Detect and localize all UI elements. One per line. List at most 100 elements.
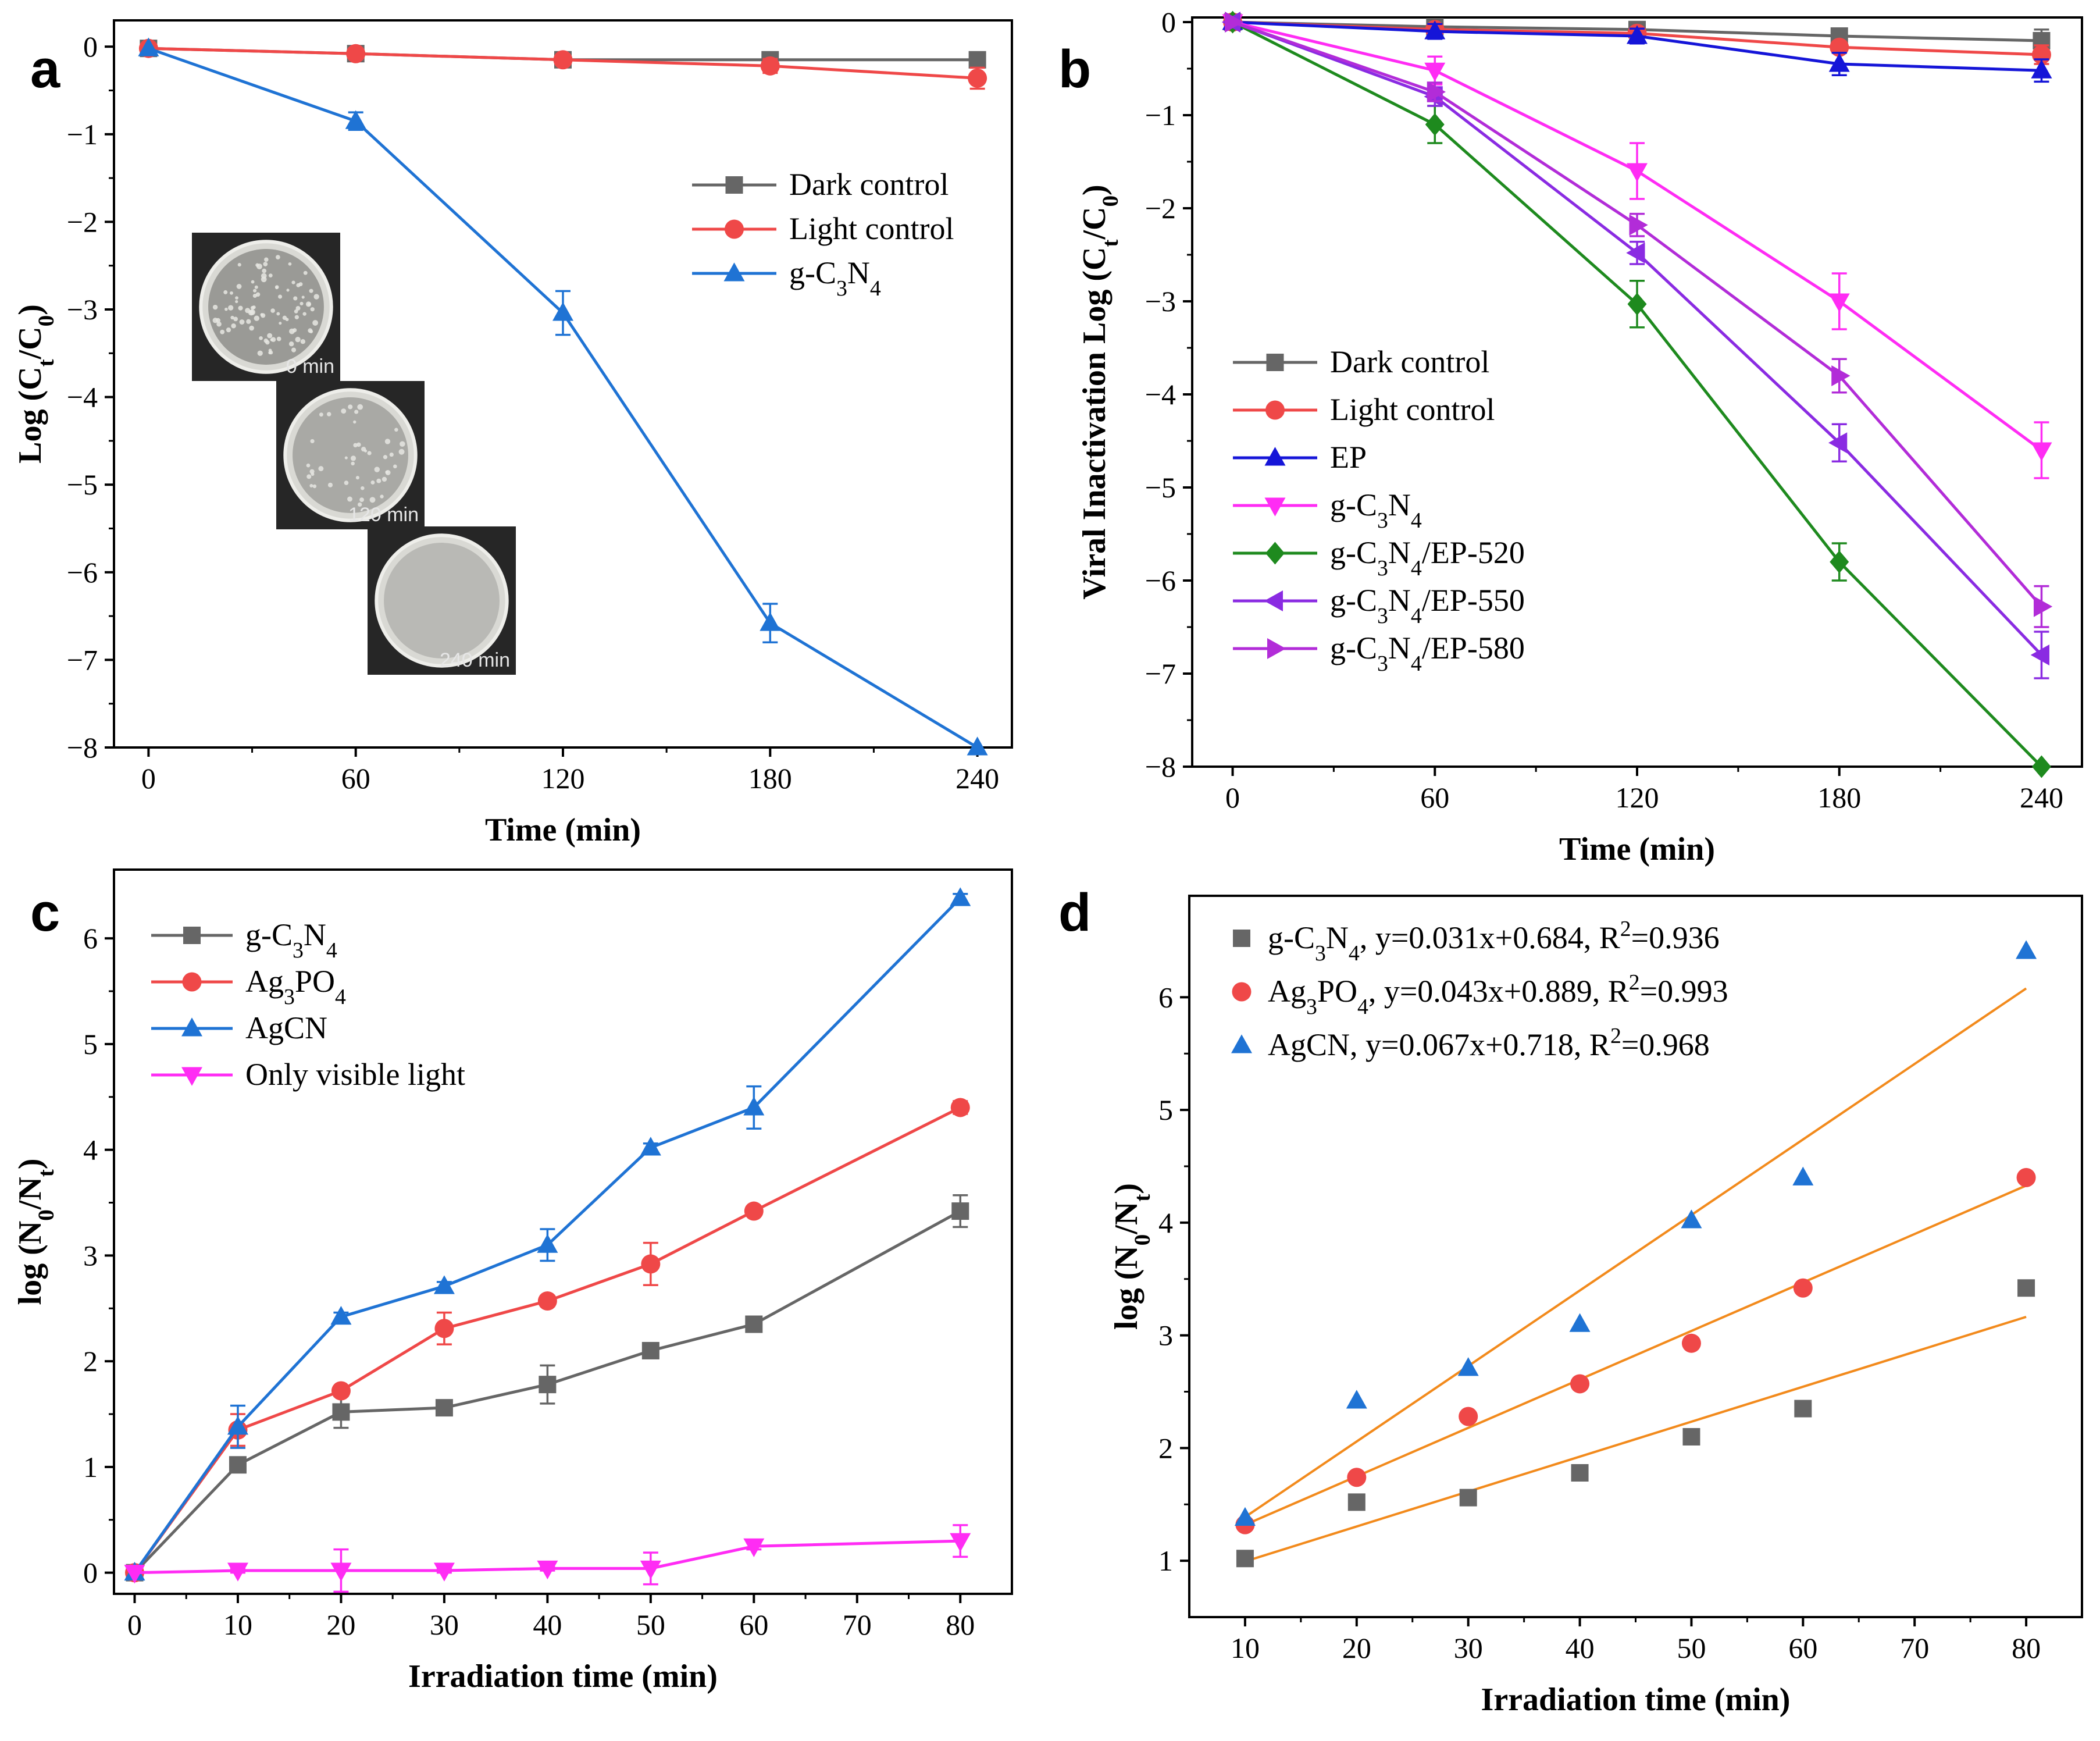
series-Light control <box>138 38 987 90</box>
data-point <box>1569 1313 1591 1332</box>
x-tick-label: 50 <box>636 1608 665 1641</box>
data-point <box>330 1306 352 1325</box>
legend-label: Dark control <box>1330 344 1489 379</box>
legend-marker <box>1267 638 1286 659</box>
plaque-spot <box>236 284 242 289</box>
y-axis-title-part: /N <box>1108 1202 1145 1235</box>
plaque-spot <box>359 497 364 503</box>
plaque-spot <box>309 289 313 293</box>
data-point <box>332 1403 350 1421</box>
plaque-spot <box>249 325 254 331</box>
plaque-spot <box>380 494 384 499</box>
y-axis-title: Viral Inactivation Log (Ct/C0) <box>1076 184 1123 599</box>
legend-label-part: N <box>304 917 326 952</box>
data-point <box>331 1381 351 1401</box>
legend-label-part: 3 <box>1306 995 1317 1019</box>
plot-frame <box>113 19 1013 749</box>
data-point <box>1682 1428 1700 1446</box>
plaque-spot <box>351 461 355 466</box>
y-tick-label: −1 <box>1145 99 1176 131</box>
legend-label-part: 3 <box>1315 941 1326 966</box>
y-axis-title-part: t <box>34 359 59 366</box>
plaque-spot <box>230 291 233 295</box>
data-point <box>345 110 366 129</box>
plaque-spot <box>276 336 281 341</box>
plaque-spot <box>249 309 255 315</box>
plaque-spot <box>369 497 376 503</box>
legend-label-part: AgCN, y=0.067x+0.718, R <box>1268 1027 1610 1062</box>
plaque-spot <box>400 441 405 447</box>
legend-d: g-C3N4, y=0.031x+0.684, R2=0.936Ag3PO4, … <box>1231 917 1728 1062</box>
legend-label-part: g-C <box>1268 920 1315 955</box>
y-axis-title-part: /C <box>12 326 48 359</box>
plaque-spot <box>253 289 257 293</box>
legend-label-part: 4 <box>1411 508 1422 533</box>
plaque-spot <box>302 312 306 316</box>
plot-frame <box>113 868 1013 1595</box>
data-point <box>2031 59 2052 79</box>
data-point <box>1234 1507 1256 1526</box>
data-point <box>2031 755 2051 778</box>
plaque-spot <box>268 273 273 277</box>
plaque-spot <box>254 315 260 321</box>
series-g-C3N4 <box>138 37 988 756</box>
plaque-spot <box>398 448 405 455</box>
legend-label-part: =0.993 <box>1640 974 1728 1009</box>
plaque-spot <box>278 294 283 299</box>
inset-photo-1: 120 min <box>276 381 425 529</box>
y-axis-title-part: ) <box>12 1159 48 1170</box>
plaque-spot <box>374 467 380 472</box>
plaque-spot <box>274 285 279 289</box>
series-AgCN <box>1234 940 2037 1526</box>
x-tick-label: 180 <box>748 762 792 795</box>
plaque-spot <box>245 308 251 314</box>
legend-label: g-C3N4/EP-520 <box>1330 535 1525 581</box>
legend-label-part: 3 <box>1377 508 1388 533</box>
y-axis-title-part: /C <box>1076 207 1113 240</box>
data-point <box>227 1416 248 1435</box>
plaque-spot <box>327 482 333 487</box>
data-point <box>2017 1279 2035 1297</box>
data-point <box>2030 645 2049 665</box>
series-g-C3N4 <box>126 1194 969 1582</box>
y-axis-title-part: Log (C <box>12 366 48 463</box>
plaque-spot <box>294 309 298 314</box>
y-axis-title-part: ) <box>1076 184 1113 195</box>
legend-marker <box>1264 447 1286 466</box>
plaque-spot <box>355 476 359 480</box>
data-point <box>745 1315 763 1333</box>
y-axis-title: log (N0/Nt) <box>12 1159 59 1305</box>
y-axis-title-group: log (N0/Nt) <box>1108 1183 1155 1330</box>
data-point <box>760 612 781 631</box>
plaque-spot <box>256 264 262 269</box>
x-tick-label: 120 <box>1616 781 1659 814</box>
legend-label-part: Light control <box>1330 392 1495 427</box>
plaque-spot <box>312 484 317 489</box>
plaque-spot <box>288 262 292 266</box>
legend-label-part: g-C <box>1330 535 1377 570</box>
plaque-spot <box>300 301 304 306</box>
plaque-spot <box>252 294 257 298</box>
data-point <box>1828 53 1850 72</box>
legend-label-part: Ag <box>1268 974 1306 1009</box>
x-tick-label: 70 <box>1900 1632 1929 1664</box>
data-point <box>1347 1493 1365 1511</box>
x-tick-label: 240 <box>955 762 999 795</box>
data-point <box>1626 242 1645 264</box>
series-g-C3N4/EP-580 <box>1225 12 2053 628</box>
y-axis-title-part: t <box>1098 240 1123 247</box>
plaque-spot <box>230 315 234 320</box>
data-point <box>2031 442 2052 461</box>
data-point <box>1828 293 1850 312</box>
plaque-spot <box>263 338 269 343</box>
series-line-g-C3N4 <box>148 47 978 749</box>
plaque-spot <box>310 307 315 312</box>
plaque-spot <box>295 337 301 343</box>
legend-label: Ag3PO4, y=0.043x+0.889, R2=0.993 <box>1268 970 1728 1019</box>
photo-caption: 240 min <box>440 649 510 671</box>
x-axis-title: Irradiation time (min) <box>408 1658 718 1694</box>
plaque-spot <box>246 319 251 324</box>
data-point <box>640 1560 661 1580</box>
legend-label-part: 4 <box>870 276 881 301</box>
